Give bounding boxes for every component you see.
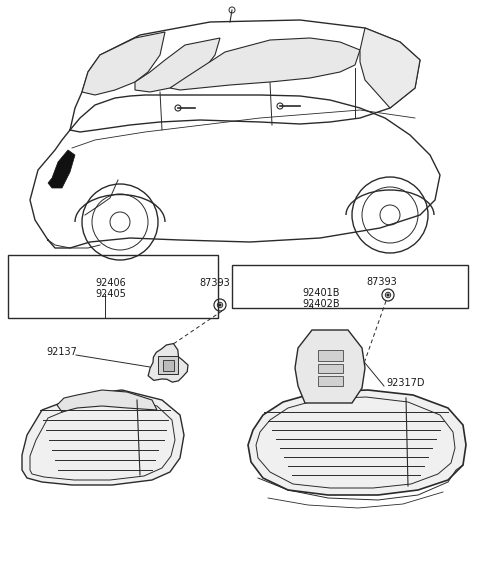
Polygon shape bbox=[135, 38, 220, 92]
Text: 87393: 87393 bbox=[367, 277, 397, 287]
Polygon shape bbox=[170, 38, 360, 90]
Text: 92406: 92406 bbox=[95, 278, 126, 288]
FancyBboxPatch shape bbox=[158, 356, 178, 374]
FancyBboxPatch shape bbox=[317, 349, 343, 360]
Polygon shape bbox=[22, 390, 184, 485]
FancyBboxPatch shape bbox=[163, 360, 173, 371]
Circle shape bbox=[387, 294, 389, 296]
Text: 92137: 92137 bbox=[46, 347, 77, 357]
Text: 92405: 92405 bbox=[95, 289, 126, 299]
Polygon shape bbox=[82, 32, 165, 95]
Circle shape bbox=[219, 304, 221, 306]
FancyBboxPatch shape bbox=[317, 363, 343, 373]
Text: 87393: 87393 bbox=[200, 278, 230, 288]
Text: 92402B: 92402B bbox=[302, 299, 340, 309]
Polygon shape bbox=[248, 390, 466, 495]
Polygon shape bbox=[48, 150, 75, 188]
Polygon shape bbox=[360, 28, 420, 108]
FancyBboxPatch shape bbox=[317, 375, 343, 385]
Polygon shape bbox=[295, 330, 365, 403]
Bar bbox=[232, 265, 468, 308]
Bar bbox=[8, 255, 218, 318]
Polygon shape bbox=[148, 343, 188, 382]
Polygon shape bbox=[57, 390, 157, 412]
Text: 92401B: 92401B bbox=[302, 288, 339, 298]
Text: 92317D: 92317D bbox=[386, 378, 424, 388]
